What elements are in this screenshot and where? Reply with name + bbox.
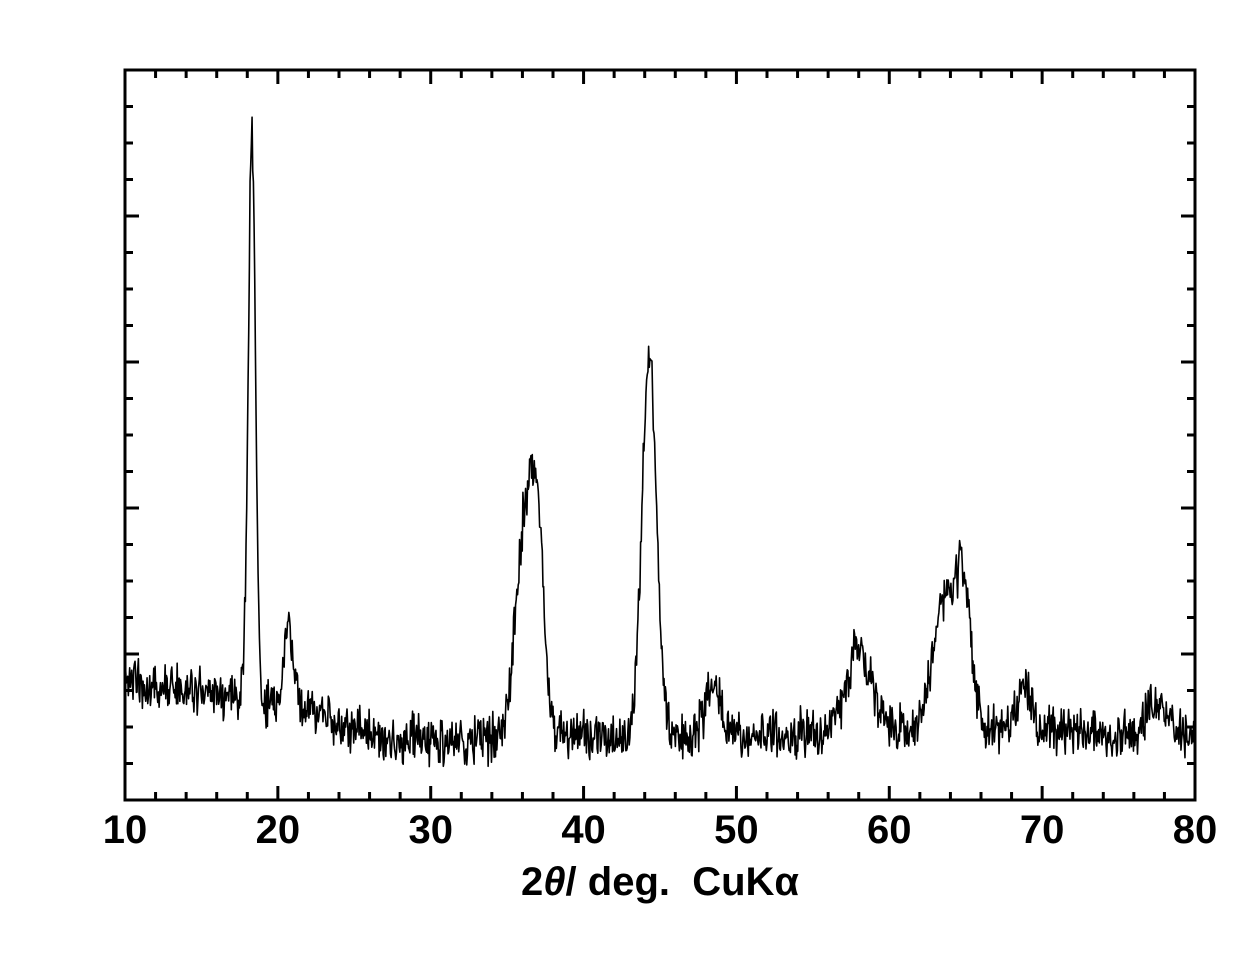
- x-tick-label: 50: [714, 808, 759, 853]
- xrd-chart: Intensity / a.u. 1020304050607080 2θ/ de…: [0, 0, 1240, 961]
- x-tick-label: 80: [1173, 808, 1218, 853]
- x-axis-label: 2θ/ deg. CuKα: [521, 860, 799, 905]
- x-tick-label: 40: [561, 808, 606, 853]
- x-tick-label: 30: [408, 808, 453, 853]
- x-tick-label: 20: [256, 808, 301, 853]
- x-tick-label: 70: [1020, 808, 1065, 853]
- x-tick-label: 60: [867, 808, 912, 853]
- x-tick-label: 10: [103, 808, 148, 853]
